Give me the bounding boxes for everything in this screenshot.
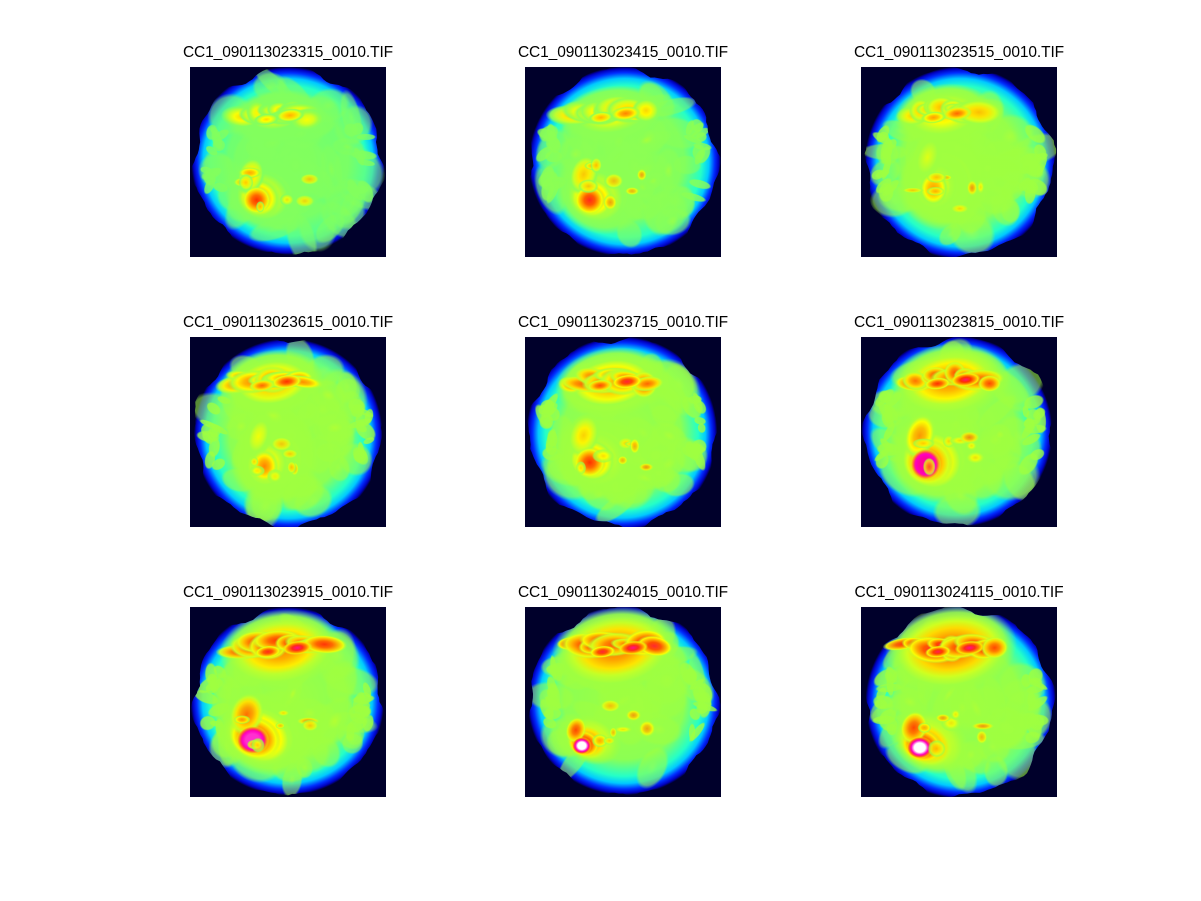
panel-title-5: CC1_090113023715_0010.TIF xyxy=(517,314,729,331)
panel-title-4: CC1_090113023615_0010.TIF xyxy=(182,314,394,331)
panel-title-8: CC1_090113024015_0010.TIF xyxy=(517,584,729,601)
thermal-image-8 xyxy=(525,607,721,797)
panel-title-7: CC1_090113023915_0010.TIF xyxy=(182,584,394,601)
panel-title-9: CC1_090113024115_0010.TIF xyxy=(854,584,1064,601)
thermal-image-9 xyxy=(861,607,1057,797)
thermal-image-3 xyxy=(861,67,1057,257)
thermal-image-5 xyxy=(525,337,721,527)
panel-title-3: CC1_090113023515_0010.TIF xyxy=(853,44,1065,61)
thermal-image-7 xyxy=(190,607,386,797)
thermal-image-2 xyxy=(525,67,721,257)
panel-title-1: CC1_090113023315_0010.TIF xyxy=(182,44,394,61)
panel-title-2: CC1_090113023415_0010.TIF xyxy=(517,44,729,61)
thermal-image-6 xyxy=(861,337,1057,527)
thermal-image-1 xyxy=(190,67,386,257)
thermal-image-4 xyxy=(190,337,386,527)
panel-title-6: CC1_090113023815_0010.TIF xyxy=(853,314,1065,331)
